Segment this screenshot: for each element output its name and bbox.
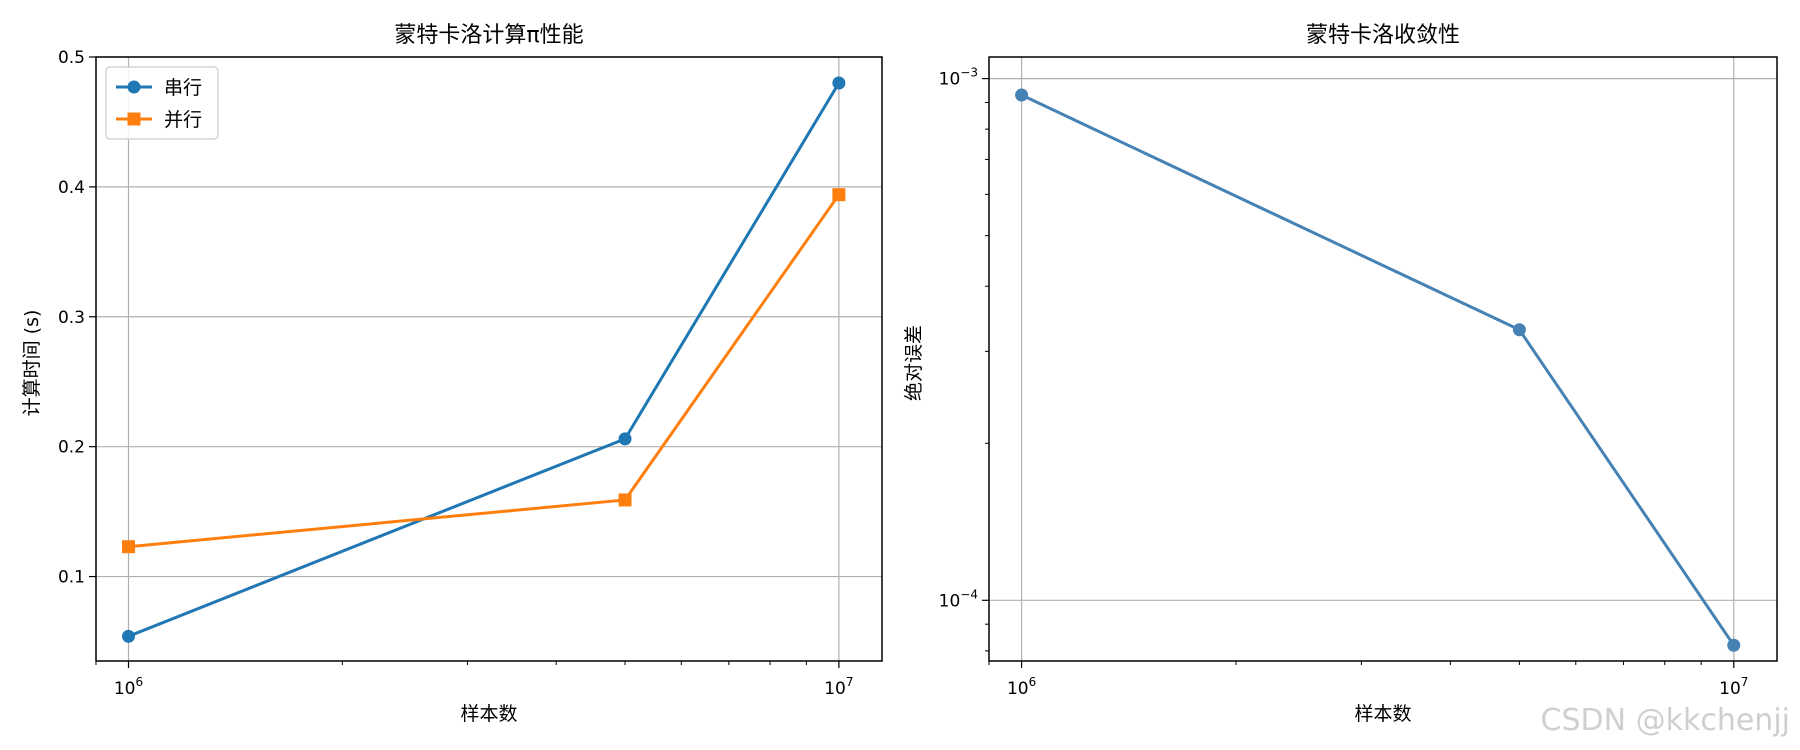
y-tick-label: 0.4 [58, 178, 85, 198]
data-point [1727, 638, 1741, 652]
data-point [832, 188, 846, 202]
x-tick-label: 106 [114, 675, 143, 699]
data-point [832, 76, 846, 90]
chart-convergence: 蒙特卡洛收敛性 样本数 绝对误差 106 107 10−4 10−3 [903, 23, 1778, 725]
axes-frame [988, 56, 1778, 662]
legend-marker [127, 80, 141, 94]
x-tick-label: 106 [1007, 675, 1036, 699]
y-tick-label: 10−4 [939, 587, 978, 611]
axes-frame [95, 56, 883, 662]
data-point [122, 629, 136, 643]
legend-marker [127, 112, 141, 126]
plot-area: 106 107 10−4 10−3 [939, 56, 1778, 699]
legend-label: 串行 [164, 77, 202, 99]
y-tick-label: 0.2 [58, 438, 85, 458]
y-axis-label: 计算时间 (s) [21, 310, 43, 417]
chart-performance: 蒙特卡洛计算π性能 样本数 计算时间 (s) 106 107 0.1 0.2 0.3 0.… [21, 23, 883, 725]
y-tick-label: 0.3 [58, 308, 85, 328]
y-tick-label: 0.1 [58, 568, 85, 588]
data-point [1015, 88, 1029, 102]
data-point [618, 432, 632, 446]
y-tick-label: 0.5 [58, 48, 85, 68]
x-tick-label: 107 [824, 675, 853, 699]
data-point [122, 540, 136, 554]
legend-label: 并行 [164, 109, 202, 131]
chart-title: 蒙特卡洛收敛性 [1306, 23, 1460, 48]
y-axis-label: 绝对误差 [903, 325, 925, 401]
data-point [618, 493, 632, 507]
x-axis-label: 样本数 [460, 703, 517, 725]
watermark: CSDN @kkchenjj [1541, 703, 1790, 738]
y-tick-label: 10−3 [939, 66, 978, 90]
chart-title: 蒙特卡洛计算π性能 [394, 23, 583, 48]
data-point [1512, 323, 1526, 337]
x-tick-label: 107 [1719, 675, 1748, 699]
x-axis-label: 样本数 [1354, 703, 1411, 725]
